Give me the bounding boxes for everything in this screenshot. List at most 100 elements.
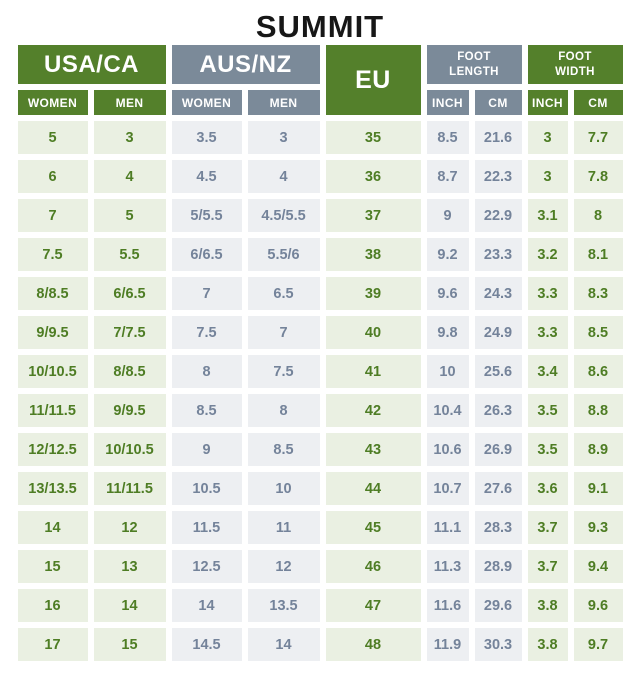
table-cell: 8.5 [171, 394, 242, 427]
table-cell: 7 [17, 199, 88, 232]
col-group-label: FOOT LENGTH [449, 50, 499, 78]
table-cell: 8 [573, 199, 623, 232]
table-cell: 8/8.5 [93, 355, 166, 388]
table-cell: 11.9 [426, 628, 469, 661]
table-cell: 8.5 [426, 121, 469, 154]
table-cell: 4 [247, 160, 320, 193]
table-cell: 13.5 [247, 589, 320, 622]
table-cell: 10/10.5 [17, 355, 88, 388]
table-cell: 24.9 [474, 316, 522, 349]
table-cell: 3.5 [527, 394, 568, 427]
table-cell: 12 [247, 550, 320, 583]
table-cell: 8 [171, 355, 242, 388]
table-cell: 14 [171, 589, 242, 622]
col-group-usa-ca: USA/CA [17, 45, 166, 84]
table-cell: 10.5 [171, 472, 242, 505]
table-cell: 7.8 [573, 160, 623, 193]
table-cell: 36 [325, 160, 421, 193]
table-cell: 8.8 [573, 394, 623, 427]
table-cell: 16 [17, 589, 88, 622]
subheader-usa-women: WOMEN [17, 90, 88, 115]
table-cell: 11 [247, 511, 320, 544]
table-cell: 9.4 [573, 550, 623, 583]
table-cell: 10.7 [426, 472, 469, 505]
subheader-length-inch: INCH [426, 90, 469, 115]
table-cell: 22.9 [474, 199, 522, 232]
table-cell: 7.5 [17, 238, 88, 271]
subheader-usa-men: MEN [93, 90, 166, 115]
table-cell: 4.5 [171, 160, 242, 193]
table-cell: 9.7 [573, 628, 623, 661]
table-cell: 40 [325, 316, 421, 349]
table-cell: 4.5/5.5 [247, 199, 320, 232]
table-cell: 14 [247, 628, 320, 661]
table-cell: 8.5 [573, 316, 623, 349]
table-cell: 10.4 [426, 394, 469, 427]
table-cell: 9/9.5 [17, 316, 88, 349]
table-cell: 27.6 [474, 472, 522, 505]
table-cell: 47 [325, 589, 421, 622]
table-cell: 38 [325, 238, 421, 271]
table-cell: 9.8 [426, 316, 469, 349]
col-group-label: FOOT WIDTH [555, 50, 595, 78]
table-cell: 9 [171, 433, 242, 466]
table-cell: 7/7.5 [93, 316, 166, 349]
table-cell: 4 [93, 160, 166, 193]
table-cell: 3 [247, 121, 320, 154]
table-cell: 23.3 [474, 238, 522, 271]
table-cell: 22.3 [474, 160, 522, 193]
table-cell: 24.3 [474, 277, 522, 310]
table-cell: 43 [325, 433, 421, 466]
table-cell: 11.1 [426, 511, 469, 544]
table-cell: 12/12.5 [17, 433, 88, 466]
table-cell: 14 [17, 511, 88, 544]
table-cell: 8.3 [573, 277, 623, 310]
table-cell: 9/9.5 [93, 394, 166, 427]
table-cell: 3.8 [527, 589, 568, 622]
table-cell: 30.3 [474, 628, 522, 661]
col-group-aus-nz: AUS/NZ [171, 45, 320, 84]
table-cell: 29.6 [474, 589, 522, 622]
table-cell: 6/6.5 [171, 238, 242, 271]
subheader-width-inch: INCH [527, 90, 568, 115]
page-title: SUMMIT [255, 9, 385, 44]
table-cell: 10/10.5 [93, 433, 166, 466]
subheader-width-cm: CM [573, 90, 623, 115]
table-cell: 3.3 [527, 316, 568, 349]
table-cell: 9.1 [573, 472, 623, 505]
table-cell: 39 [325, 277, 421, 310]
table-cell: 26.9 [474, 433, 522, 466]
table-cell: 11.5 [171, 511, 242, 544]
table-cell: 13/13.5 [17, 472, 88, 505]
table-cell: 6.5 [247, 277, 320, 310]
table-cell: 17 [17, 628, 88, 661]
table-cell: 37 [325, 199, 421, 232]
table-cell: 10 [426, 355, 469, 388]
table-cell: 3.8 [527, 628, 568, 661]
table-cell: 13 [93, 550, 166, 583]
table-cell: 11.3 [426, 550, 469, 583]
table-cell: 25.6 [474, 355, 522, 388]
table-cell: 9.6 [426, 277, 469, 310]
table-cell: 12.5 [171, 550, 242, 583]
table-cell: 10.6 [426, 433, 469, 466]
table-cell: 6/6.5 [93, 277, 166, 310]
table-cell: 3.4 [527, 355, 568, 388]
col-group-foot-width: FOOT WIDTH [527, 45, 623, 84]
table-cell: 3.1 [527, 199, 568, 232]
subheader-aus-men: MEN [247, 90, 320, 115]
table-cell: 44 [325, 472, 421, 505]
table-cell: 3.3 [527, 277, 568, 310]
table-cell: 3 [527, 160, 568, 193]
table-cell: 7 [247, 316, 320, 349]
table-cell: 5 [17, 121, 88, 154]
table-cell: 7.5 [171, 316, 242, 349]
table-cell: 5.5/6 [247, 238, 320, 271]
table-cell: 11/11.5 [93, 472, 166, 505]
table-cell: 3.6 [527, 472, 568, 505]
subheader-aus-women: WOMEN [171, 90, 242, 115]
table-cell: 3.7 [527, 511, 568, 544]
table-cell: 9.3 [573, 511, 623, 544]
table-cell: 3 [93, 121, 166, 154]
table-cell: 12 [93, 511, 166, 544]
